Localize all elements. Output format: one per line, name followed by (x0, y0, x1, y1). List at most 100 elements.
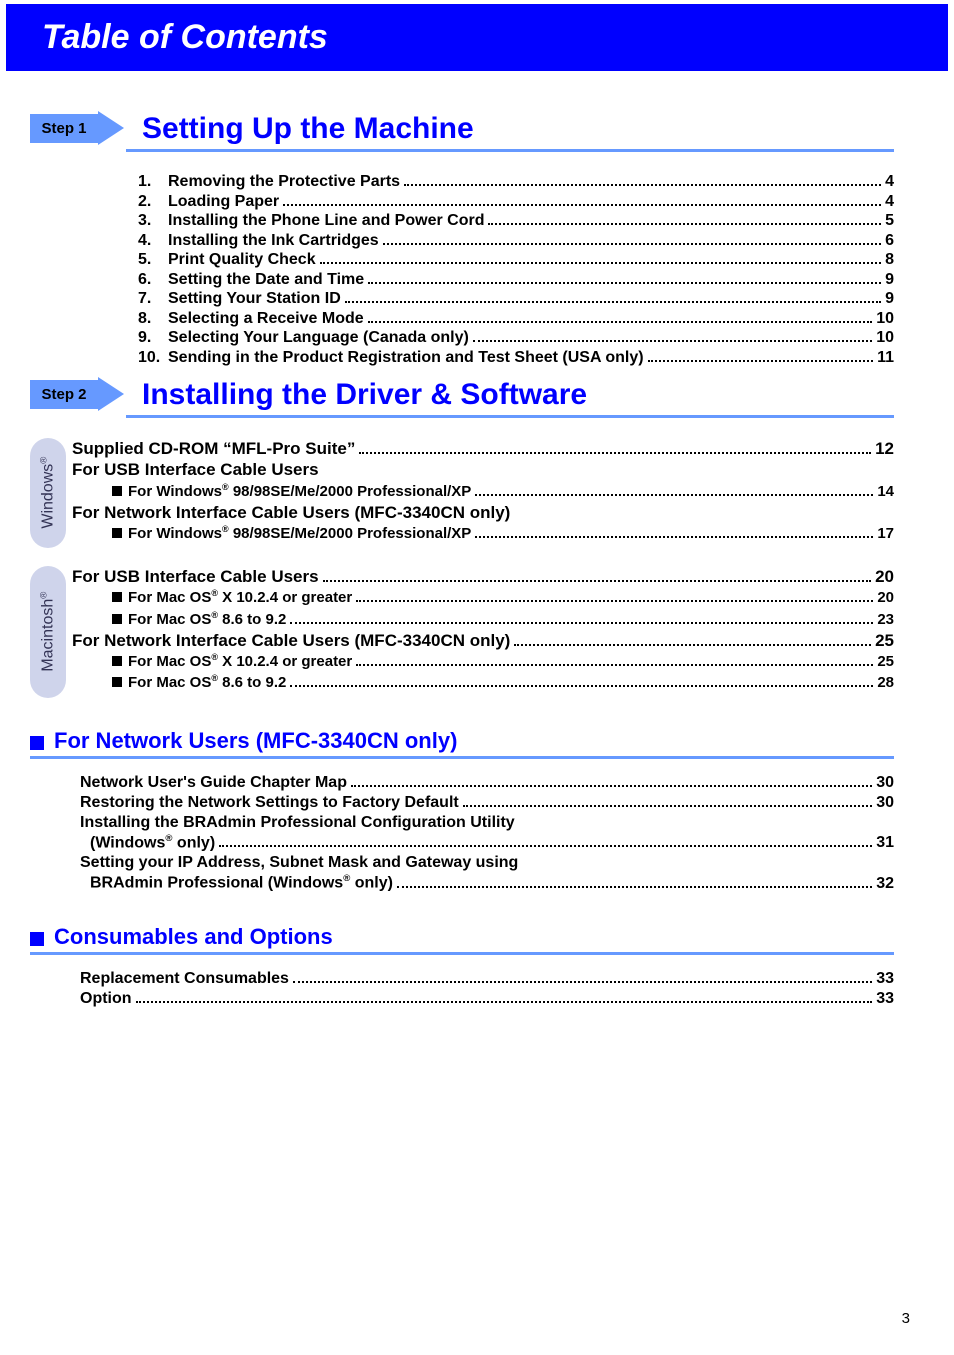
toc-text: For Network Interface Cable Users (MFC-3… (72, 502, 510, 523)
toc-number: 2. (138, 192, 168, 212)
step2-row: Step 2 Installing the Driver & Software (30, 377, 894, 411)
toc-line[interactable]: 4.Installing the Ink Cartridges 6 (138, 231, 894, 251)
toc-page: 9 (885, 289, 894, 309)
windows-tab-label: Windows® (38, 457, 57, 529)
toc-sub-line[interactable]: For Mac OS® X 10.2.4 or greater 25 (112, 651, 894, 672)
toc-page: 28 (877, 673, 894, 693)
toc-line[interactable]: BRAdmin Professional (Windows® only) 32 (90, 873, 894, 893)
toc-heading: For Network Interface Cable Users (MFC-3… (72, 502, 894, 523)
toc-heading: Installing the BRAdmin Professional Conf… (80, 813, 894, 833)
toc-line[interactable]: Network User's Guide Chapter Map 30 (80, 773, 894, 793)
toc-line[interactable]: 5.Print Quality Check8 (138, 250, 894, 270)
macintosh-block: Macintosh® For USB Interface Cable Users… (30, 566, 894, 698)
step1-row: Step 1 Setting Up the Machine (30, 111, 894, 145)
leader-dots (351, 785, 872, 787)
leader-dots (404, 184, 881, 186)
section4-body: Replacement Consumables33Option33 (80, 969, 894, 1009)
leader-dots (320, 262, 882, 264)
toc-text: Installing the Ink Cartridges (168, 231, 379, 251)
leader-dots (290, 685, 873, 687)
toc-text: Supplied CD-ROM “MFL-Pro Suite” (72, 438, 355, 459)
toc-line[interactable]: 3.Installing the Phone Line and Power Co… (138, 211, 894, 231)
toc-number: 1. (138, 172, 168, 192)
section3-body: Network User's Guide Chapter Map 30Restor… (80, 773, 894, 894)
toc-number: 4. (138, 231, 168, 251)
toc-page: 17 (877, 524, 894, 544)
toc-number: 9. (138, 328, 168, 348)
page-header: Table of Contents (6, 4, 948, 71)
toc-text: Selecting a Receive Mode (168, 309, 364, 329)
toc-line[interactable]: For USB Interface Cable Users 20 (72, 566, 894, 587)
toc-text: (Windows® only) (90, 833, 215, 853)
toc-page: 11 (877, 348, 894, 368)
leader-dots (475, 494, 873, 496)
leader-dots (648, 360, 873, 362)
toc-page: 30 (876, 773, 894, 793)
leader-dots (136, 1001, 873, 1003)
section-bullet-icon (30, 736, 44, 750)
toc-text: Replacement Consumables (80, 969, 289, 989)
toc-page: 32 (876, 874, 894, 894)
leader-dots (293, 981, 872, 983)
toc-line[interactable]: For Network Interface Cable Users (MFC-3… (72, 630, 894, 651)
toc-line[interactable]: 7.Setting Your Station ID9 (138, 289, 894, 309)
toc-text: For USB Interface Cable Users (72, 459, 319, 480)
toc-line[interactable]: 8.Selecting a Receive Mode10 (138, 309, 894, 329)
square-bullet-icon (112, 486, 122, 496)
toc-line[interactable]: Supplied CD-ROM “MFL-Pro Suite” 12 (72, 438, 894, 459)
toc-number: 7. (138, 289, 168, 309)
leader-dots (514, 644, 871, 646)
toc-number: 5. (138, 250, 168, 270)
toc-sub-line[interactable]: For Mac OS® 8.6 to 9.2 28 (112, 672, 894, 693)
toc-line[interactable]: 1.Removing the Protective Parts4 (138, 172, 894, 192)
content-area: Step 1 Setting Up the Machine 1.Removing… (0, 71, 954, 1009)
windows-block: Windows® Supplied CD-ROM “MFL-Pro Suite”… (30, 438, 894, 548)
toc-heading: For USB Interface Cable Users (72, 459, 894, 480)
square-bullet-icon (112, 614, 122, 624)
toc-number: 10. (138, 348, 168, 368)
toc-text: Network User's Guide Chapter Map (80, 773, 347, 793)
step2-underline (126, 415, 894, 418)
square-bullet-icon (112, 592, 122, 602)
toc-sub-line[interactable]: For Windows® 98/98SE/Me/2000 Professiona… (112, 481, 894, 502)
toc-page: 9 (885, 270, 894, 290)
toc-sub-line[interactable]: For Windows® 98/98SE/Me/2000 Professiona… (112, 523, 894, 544)
toc-text: For Mac OS® X 10.2.4 or greater (128, 587, 352, 608)
toc-heading: Setting your IP Address, Subnet Mask and… (80, 853, 894, 873)
section3-underline (30, 756, 894, 759)
leader-dots (356, 664, 873, 666)
toc-text: Sending in the Product Registration and … (168, 348, 644, 368)
section3-header: For Network Users (MFC-3340CN only) (30, 728, 894, 754)
leader-dots (368, 321, 873, 323)
leader-dots (488, 223, 881, 225)
toc-line[interactable]: Option33 (80, 989, 894, 1009)
leader-dots (397, 886, 872, 888)
toc-line[interactable]: 10.Sending in the Product Registration a… (138, 348, 894, 368)
toc-text: Option (80, 989, 132, 1009)
toc-line[interactable]: 9.Selecting Your Language (Canada only)1… (138, 328, 894, 348)
toc-page: 25 (877, 652, 894, 672)
step1-toc-list: 1.Removing the Protective Parts42.Loadin… (138, 172, 894, 367)
toc-line[interactable]: (Windows® only) 31 (90, 833, 894, 853)
toc-page: 23 (877, 610, 894, 630)
leader-dots (473, 340, 872, 342)
leader-dots (359, 452, 871, 454)
toc-text: For Mac OS® 8.6 to 9.2 (128, 609, 286, 630)
toc-page: 8 (885, 250, 894, 270)
toc-line[interactable]: Restoring the Network Settings to Factor… (80, 793, 894, 813)
toc-sub-line[interactable]: For Mac OS® 8.6 to 9.2 23 (112, 609, 894, 630)
toc-text: For Windows® 98/98SE/Me/2000 Professiona… (128, 481, 471, 502)
section4-header: Consumables and Options (30, 924, 894, 950)
section-bullet-icon (30, 932, 44, 946)
mac-content: For USB Interface Cable Users 20 For Mac… (72, 566, 894, 698)
toc-line[interactable]: Replacement Consumables33 (80, 969, 894, 989)
toc-page: 6 (885, 231, 894, 251)
toc-page: 31 (876, 833, 894, 853)
toc-line[interactable]: 2.Loading Paper4 (138, 192, 894, 212)
toc-line[interactable]: 6.Setting the Date and Time9 (138, 270, 894, 290)
square-bullet-icon (112, 656, 122, 666)
leader-dots (345, 301, 881, 303)
toc-page: 30 (876, 793, 894, 813)
toc-sub-line[interactable]: For Mac OS® X 10.2.4 or greater 20 (112, 587, 894, 608)
step1-title: Setting Up the Machine (142, 114, 474, 144)
